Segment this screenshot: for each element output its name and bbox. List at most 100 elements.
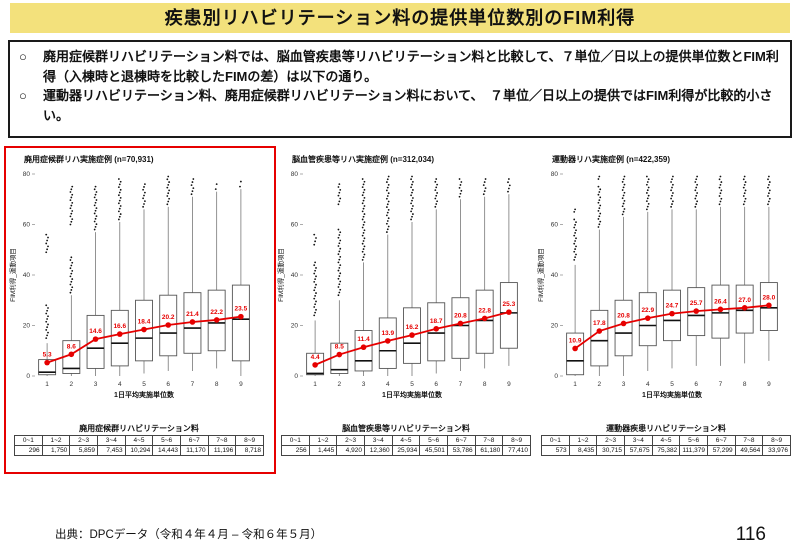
outlier-dot	[69, 215, 72, 218]
table-value-row: 573 8,435 30,715 57,675 75,382 111,379 57,299 4…	[541, 445, 791, 456]
outlier-dot	[362, 199, 365, 202]
y-tick-label: 20	[291, 323, 299, 330]
box	[499, 282, 518, 349]
mean-point	[141, 326, 147, 333]
mean-value-label: 25.7	[690, 300, 703, 307]
outlier-dot	[671, 186, 673, 189]
table-cell: 30,715	[596, 445, 625, 456]
outlier-dot	[719, 183, 722, 186]
outlier-dot	[94, 193, 97, 196]
table-header-cell: 2~3	[336, 435, 365, 446]
outlier-dot	[119, 197, 122, 199]
outlier-dot	[143, 186, 145, 188]
table-header-cell: 2~3	[596, 435, 625, 446]
mean-value-label: 8.6	[67, 343, 76, 350]
y-tick-label: 0	[26, 373, 30, 380]
bullet-marker: ○	[19, 49, 27, 64]
y-axis-label: FIM利得_運動項目	[8, 248, 17, 302]
outlier-dot	[70, 289, 73, 291]
outlier-dot	[339, 288, 342, 291]
outlier-dot	[597, 178, 600, 180]
outlier-dot	[386, 211, 389, 214]
chart-panel-musculoskeletal: 運動器リハ実施症例 (n=422,359) 0 20 40 60 80 FIM利得_運動項目…	[536, 146, 796, 456]
outlier-dot	[338, 242, 341, 245]
outlier-dot	[435, 194, 438, 197]
mean-value-label: 28.0	[763, 294, 776, 301]
outlier-dot	[337, 236, 340, 239]
outlier-dot	[70, 212, 73, 215]
mean-point	[116, 331, 123, 337]
table-cell: 1,750	[41, 445, 71, 456]
table-cell: 45,501	[419, 445, 448, 456]
outlier-dot	[768, 181, 771, 183]
x-tick-label: 8	[215, 381, 219, 388]
bullet-text: 廃用症候群リハビリテーション料では、脳血管疾患等リハビリテーション料と比較して、…	[43, 49, 779, 84]
outlier-dot	[71, 185, 74, 188]
outlier-dot	[574, 223, 577, 226]
outlier-dot	[598, 199, 601, 201]
outlier-dot	[362, 223, 365, 226]
outlier-dot	[744, 181, 747, 183]
mean-value-label: 16.2	[406, 324, 419, 331]
outlier-dot	[387, 225, 390, 228]
outlier-dot	[621, 181, 624, 183]
table-cell: 573	[541, 445, 570, 456]
outlier-dot	[313, 233, 316, 236]
outlier-dot	[93, 220, 96, 223]
outlier-dot	[646, 205, 649, 208]
outlier-dot	[361, 186, 364, 189]
outlier-dot	[507, 181, 509, 184]
mean-point	[433, 325, 440, 332]
mean-value-label: 18.4	[138, 319, 151, 326]
outlier-dot	[314, 261, 316, 264]
outlier-dot	[435, 186, 438, 189]
outlier-dot	[46, 239, 49, 242]
outlier-dot	[337, 277, 340, 280]
table-header-cell: 3~4	[623, 435, 653, 446]
outlier-dot	[71, 278, 74, 280]
outlier-dot	[361, 258, 364, 261]
mean-value-label: 20.8	[454, 312, 467, 319]
mean-value-label: 22.2	[210, 309, 223, 316]
outlier-dot	[646, 197, 649, 200]
x-tick-label: 1	[313, 381, 317, 388]
outlier-dot	[623, 191, 626, 194]
outlier-dot	[436, 192, 439, 194]
outlier-dot	[118, 183, 121, 186]
outlier-dot	[695, 178, 698, 181]
outlier-dot	[574, 248, 577, 250]
outlier-dot	[142, 197, 145, 200]
outlier-dot	[337, 203, 340, 206]
x-tick-label: 5	[142, 381, 146, 388]
table-title: 廃用症候群リハビリテーション料	[79, 424, 199, 433]
mean-value-label: 21.4	[186, 311, 199, 318]
table-title: 運動器疾患リハビリテーション料	[606, 424, 726, 433]
mean-value-label: 20.2	[162, 314, 175, 321]
x-tick-label: 8	[483, 381, 487, 388]
outlier-dot	[337, 186, 340, 188]
y-tick-label: 20	[23, 323, 31, 330]
x-tick-label: 2	[598, 381, 602, 388]
x-tick-label: 5	[410, 381, 414, 388]
outlier-dot	[434, 197, 437, 200]
outlier-dot	[718, 186, 721, 189]
outlier-dot	[361, 178, 364, 180]
outlier-dot	[720, 181, 723, 183]
outlier-dot	[507, 187, 510, 190]
table-cell: 4,920	[336, 445, 365, 456]
outlier-dot	[71, 270, 74, 272]
outlier-dot	[69, 267, 72, 270]
outlier-dot	[574, 240, 577, 242]
outlier-dot	[46, 318, 49, 320]
outlier-dot	[573, 218, 576, 221]
outlier-dot	[69, 259, 72, 261]
outlier-dot	[597, 185, 600, 188]
outlier-dot	[47, 245, 49, 248]
outlier-dot	[363, 188, 366, 191]
outlier-dot	[720, 197, 723, 200]
outlier-dot	[647, 186, 650, 189]
outlier-dot	[166, 178, 169, 181]
x-tick-label: 7	[719, 381, 723, 388]
table-header-cell: 0~1	[280, 435, 310, 446]
outlier-dot	[598, 191, 601, 193]
